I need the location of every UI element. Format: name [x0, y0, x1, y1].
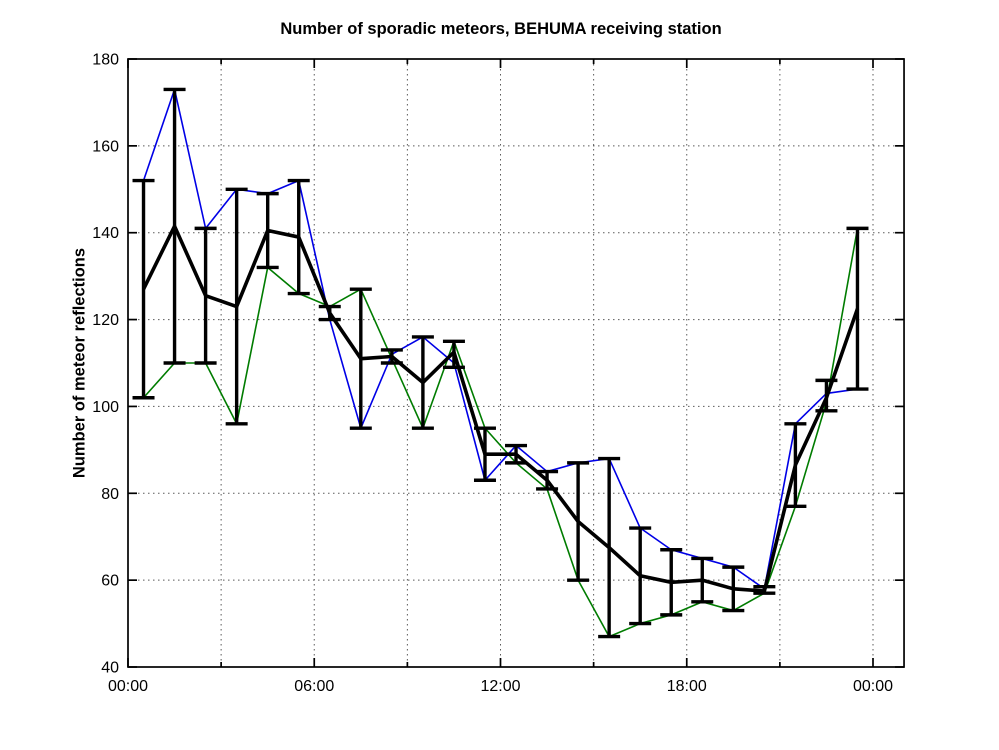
y-tick-label: 60	[101, 573, 119, 590]
series-line-lower	[142, 228, 859, 638]
y-tick-label: 40	[101, 660, 119, 677]
y-tick-label: 80	[101, 486, 119, 503]
chart-title: Number of sporadic meteors, BEHUMA recei…	[280, 20, 722, 38]
x-tick-label: 00:00	[108, 678, 148, 695]
x-tick-label: 00:00	[853, 678, 893, 695]
y-tick-label: 100	[92, 399, 119, 416]
x-tick-label: 12:00	[480, 678, 520, 695]
series-line-mean	[141, 224, 860, 593]
plot-box	[127, 58, 905, 668]
y-tick-label: 120	[92, 312, 119, 329]
x-tick-label: 06:00	[294, 678, 334, 695]
y-tick-label: 140	[92, 225, 119, 242]
y-tick-label: 160	[92, 138, 119, 155]
x-tick-label: 18:00	[667, 678, 707, 695]
y-tick-label: 180	[92, 52, 119, 69]
